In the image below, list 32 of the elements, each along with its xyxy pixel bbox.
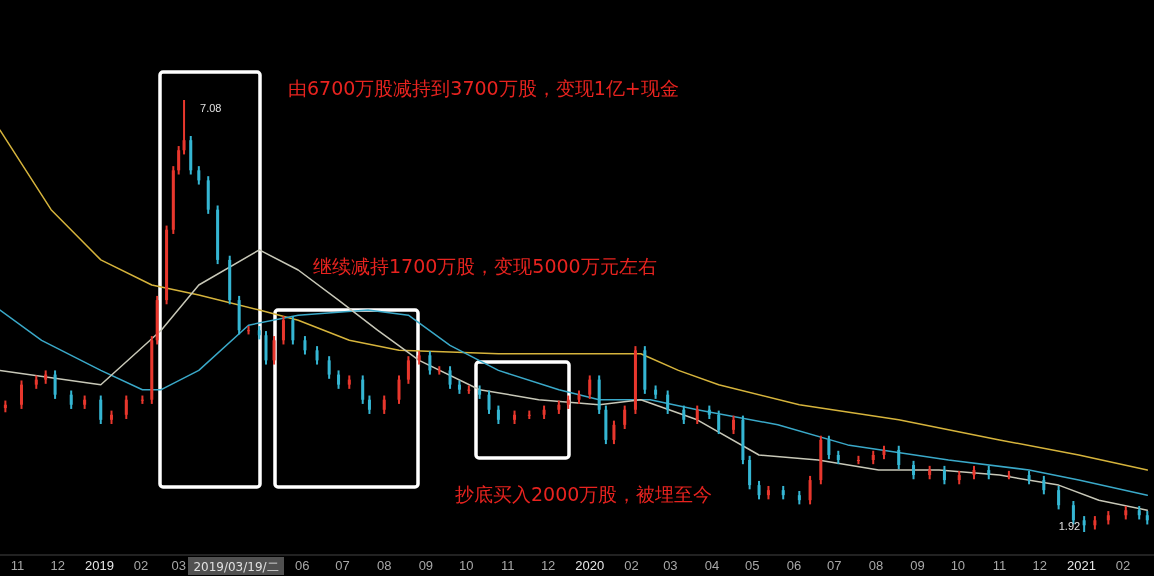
annotation: 继续减持1700万股，变现5000万元左右	[313, 255, 657, 277]
x-tick-label: 10	[950, 558, 966, 573]
text: 2019/03/19/二	[193, 560, 279, 574]
x-tick-label: 08	[868, 558, 884, 573]
x-tick-label: 03	[663, 558, 678, 573]
annotation: 7.08	[200, 102, 222, 114]
x-tick-label: 09	[910, 558, 925, 573]
text: 由6700万股减持到3700万股，变现1亿+现金	[288, 77, 679, 99]
x-tick-label: 06	[295, 558, 310, 573]
x-tick-label: 11	[992, 558, 1007, 573]
x-tick-label: 2019	[84, 558, 114, 573]
x-tick-label: 12	[50, 558, 65, 573]
x-tick-label: 04	[704, 558, 720, 573]
x-tick-label: 2021	[1066, 558, 1096, 573]
x-tick-label: 2020	[575, 558, 605, 573]
x-tick-label: 06	[786, 558, 802, 573]
x-tick-label: 02	[1115, 558, 1131, 573]
x-tick-label: 05	[745, 558, 760, 573]
x-tick-label: 12	[1032, 558, 1048, 573]
x-tick-label: 02	[624, 558, 639, 573]
annotation: 1.92	[1058, 520, 1081, 532]
x-tick-label: 08	[376, 558, 392, 573]
x-tick-label: 11	[10, 558, 25, 573]
x-tick-label: 11	[501, 558, 515, 573]
x-tick-label: 09	[418, 558, 434, 573]
x-tick-label: 12	[540, 558, 556, 573]
x-tick-label: 07	[827, 558, 842, 573]
x-tick-label: 10	[458, 558, 474, 573]
x-tick-label: 07	[335, 558, 350, 573]
x-tick-label: 02	[133, 558, 149, 573]
annotation: 抄底买入2000万股，被埋至今	[455, 483, 713, 505]
x-tick-label: 03	[171, 558, 186, 573]
